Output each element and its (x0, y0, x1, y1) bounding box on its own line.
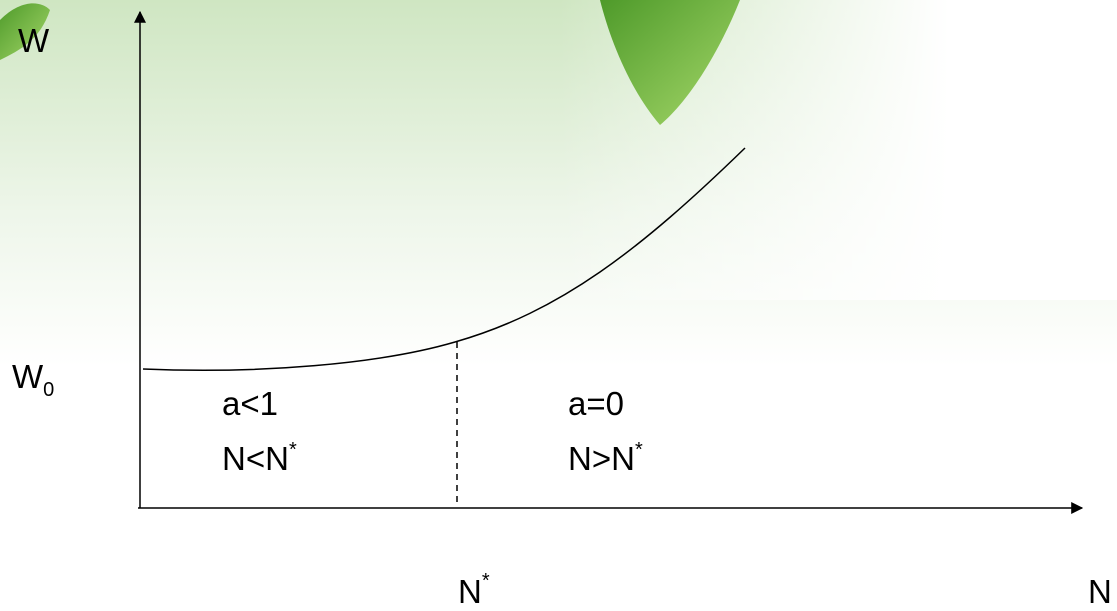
region-condition: a<1 (222, 385, 278, 422)
region-range: N<N* (222, 439, 297, 477)
label-text: W (12, 358, 44, 395)
leaf (0, 3, 50, 60)
curve (142, 147, 746, 372)
label-text: N>N (568, 440, 635, 477)
label-text: N<N (222, 440, 289, 477)
w0-label: W0 (12, 358, 54, 401)
threshold-label: N* (458, 570, 490, 610)
leaf (600, 0, 740, 125)
label-text: N (1088, 573, 1112, 610)
superscript: * (482, 570, 490, 592)
region-condition: a=0 (568, 385, 624, 422)
superscript: * (635, 439, 643, 461)
label-text: a<1 (222, 385, 278, 422)
label-text: W (18, 22, 50, 59)
label-text: a=0 (568, 385, 624, 422)
region-range: N>N* (568, 439, 643, 477)
background-fade (0, 0, 1117, 300)
label-text: N (458, 573, 482, 610)
x-axis-label: N (1088, 573, 1112, 610)
y-axis-label: W (18, 22, 50, 59)
subscript: 0 (43, 379, 54, 401)
superscript: * (289, 439, 297, 461)
